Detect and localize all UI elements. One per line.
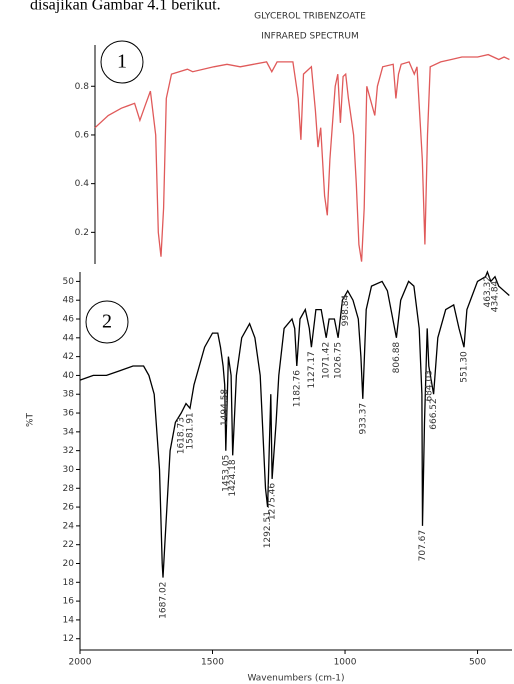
y-tick-label: 24 <box>63 521 75 531</box>
y-tick-label: 32 <box>63 446 74 456</box>
x-axis-label: Wavenumbers (cm-1) <box>247 674 344 684</box>
peak-label: 1494.58 <box>220 389 230 426</box>
peak-label: 684.03 <box>424 370 434 402</box>
peak-label: 1026.75 <box>334 342 344 379</box>
x-tick-label: 1000 <box>334 658 357 668</box>
badge-circle <box>85 300 129 344</box>
peak-label: 806.88 <box>392 342 402 374</box>
badge-label: 1 <box>117 51 127 73</box>
y-tick-label: 0.4 <box>75 179 90 189</box>
peak-label: 1453.05 <box>221 455 231 492</box>
chart-title: GLYCEROL TRIBENZOATE <box>254 12 366 22</box>
peak-label: 1687.02 <box>158 582 168 619</box>
peak-label: 1424.18 <box>228 459 238 496</box>
y-tick-label: 22 <box>63 540 74 550</box>
y-tick-label: 34 <box>63 427 75 437</box>
caption: disajikan Gambar 4.1 berikut. <box>30 0 221 14</box>
y-tick-label: 18 <box>63 578 75 588</box>
y-tick-label: 40 <box>63 371 75 381</box>
peak-label: 707.67 <box>418 530 428 562</box>
badge-label: 2 <box>102 311 112 333</box>
y-tick-label: 16 <box>63 597 75 607</box>
y-tick-label: 44 <box>63 333 75 343</box>
chart-subtitle: INFRARED SPECTRUM <box>261 32 359 42</box>
peak-label: 1292.51 <box>263 511 273 548</box>
y-tick-label: 38 <box>63 390 75 400</box>
peak-label: 434.84 <box>491 280 501 312</box>
y-tick-label: 36 <box>63 409 75 419</box>
y-tick-label: 0.8 <box>75 82 90 92</box>
y-tick-label: 26 <box>63 503 75 513</box>
y-tick-label: 12 <box>63 634 74 644</box>
y-tick-label: 30 <box>63 465 75 475</box>
peak-label: 1618.73 <box>177 417 187 454</box>
y-tick-label: 50 <box>63 277 75 287</box>
peak-label: 463.32 <box>483 276 493 308</box>
peak-label: 551.30 <box>460 351 470 383</box>
y-tick-label: 0.6 <box>75 130 90 140</box>
peak-label: 1581.91 <box>185 412 195 449</box>
y-tick-label: 0.2 <box>75 228 89 238</box>
spectrum-line <box>79 270 510 578</box>
badge-circle <box>100 40 144 84</box>
y-tick-label: 42 <box>63 352 74 362</box>
peak-label: 666.52 <box>429 398 439 430</box>
y-axis-label: %T <box>26 412 36 427</box>
peak-label: 1275.46 <box>268 483 278 520</box>
peak-label: 1127.17 <box>307 351 317 388</box>
peak-label: 1071.42 <box>322 342 332 379</box>
spectrum-line <box>94 53 510 262</box>
y-tick-label: 20 <box>63 559 75 569</box>
peak-label: 1182.76 <box>292 370 302 407</box>
peak-label: 998.84 <box>341 295 351 327</box>
y-tick-label: 46 <box>63 315 75 325</box>
y-tick-label: 48 <box>63 296 75 306</box>
y-tick-label: 14 <box>63 615 75 625</box>
x-tick-label: 2000 <box>69 658 92 668</box>
peak-label: 933.37 <box>358 403 368 435</box>
y-tick-label: 28 <box>63 484 75 494</box>
x-tick-label: 1500 <box>201 658 224 668</box>
x-tick-label: 500 <box>469 658 486 668</box>
